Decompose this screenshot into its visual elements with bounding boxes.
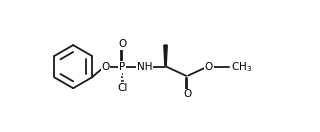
- Text: P: P: [119, 62, 125, 72]
- Text: O: O: [101, 62, 110, 72]
- Text: O: O: [183, 89, 191, 99]
- Text: O: O: [204, 62, 213, 72]
- Text: Cl: Cl: [117, 83, 128, 93]
- Text: NH: NH: [137, 62, 153, 72]
- Text: O: O: [118, 39, 126, 49]
- Text: CH$_3$: CH$_3$: [231, 60, 252, 74]
- Polygon shape: [164, 45, 167, 66]
